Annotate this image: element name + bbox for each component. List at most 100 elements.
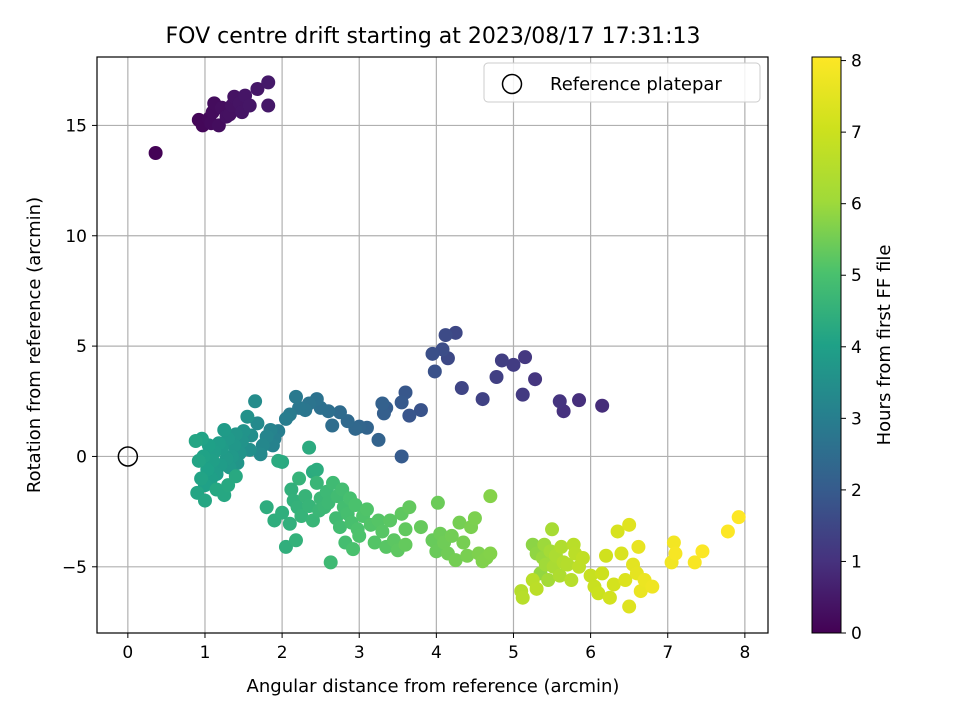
data-point bbox=[191, 453, 206, 468]
data-point bbox=[633, 584, 648, 599]
data-point bbox=[599, 548, 614, 563]
data-point bbox=[560, 557, 575, 572]
colorbar-tick-label: 0 bbox=[851, 624, 862, 644]
data-point bbox=[240, 409, 255, 424]
data-point bbox=[583, 568, 598, 583]
data-point bbox=[398, 537, 413, 552]
data-point bbox=[325, 418, 340, 433]
data-point bbox=[602, 590, 617, 605]
data-point bbox=[271, 453, 286, 468]
legend-label: Reference platepar bbox=[550, 74, 722, 95]
data-point bbox=[348, 498, 363, 512]
data-point bbox=[528, 372, 543, 387]
data-point bbox=[666, 535, 681, 550]
data-point bbox=[541, 573, 556, 588]
colorbar-tick-label: 4 bbox=[851, 338, 862, 358]
data-point bbox=[425, 346, 440, 361]
data-point bbox=[483, 546, 498, 561]
data-point bbox=[430, 495, 445, 510]
data-point bbox=[448, 553, 463, 568]
data-point bbox=[610, 524, 625, 539]
data-point bbox=[371, 432, 386, 447]
data-point bbox=[618, 573, 633, 588]
data-point bbox=[288, 389, 303, 404]
data-point bbox=[552, 394, 567, 409]
x-axis-label: Angular distance from reference (arcmin) bbox=[247, 676, 620, 697]
x-tick-label: 1 bbox=[200, 643, 211, 663]
data-point bbox=[323, 555, 338, 570]
data-point bbox=[687, 555, 702, 570]
data-point bbox=[572, 393, 587, 408]
colorbar-tick-label: 8 bbox=[851, 52, 862, 72]
data-point bbox=[346, 542, 361, 557]
data-point bbox=[731, 510, 746, 525]
colorbar-label: Hours from first FF file bbox=[874, 245, 895, 446]
data-point bbox=[278, 539, 293, 554]
colorbar-ticks: 0 1 2 3 4 5 6 7 8 bbox=[841, 52, 862, 644]
data-point bbox=[622, 517, 637, 532]
data-point bbox=[248, 394, 263, 409]
data-point bbox=[332, 520, 347, 535]
data-point bbox=[518, 350, 533, 365]
x-tick-label: 5 bbox=[508, 643, 519, 663]
data-point bbox=[515, 387, 530, 402]
colorbar-tick-label: 7 bbox=[851, 123, 862, 143]
data-point bbox=[475, 392, 490, 407]
data-point bbox=[489, 370, 504, 384]
plot-frame bbox=[96, 56, 769, 634]
data-point bbox=[375, 524, 390, 539]
y-axis-label: Rotation from reference (arcmin) bbox=[24, 197, 45, 493]
data-point bbox=[194, 471, 209, 486]
data-point bbox=[375, 396, 390, 411]
data-point bbox=[261, 98, 276, 113]
data-point bbox=[398, 522, 413, 537]
data-point bbox=[595, 566, 610, 581]
data-point bbox=[242, 98, 257, 113]
x-tick-label: 6 bbox=[585, 643, 596, 663]
colorbar-tick-label: 1 bbox=[851, 552, 862, 572]
colorbar-tick-label: 5 bbox=[851, 266, 862, 286]
data-point bbox=[228, 469, 243, 484]
data-points bbox=[148, 75, 746, 614]
data-point bbox=[394, 449, 409, 464]
data-point bbox=[253, 447, 268, 462]
x-axis-ticks: 0 1 2 3 4 5 6 7 8 bbox=[122, 633, 750, 663]
legend: Reference platepar bbox=[483, 62, 761, 103]
data-point bbox=[506, 357, 521, 372]
data-point bbox=[294, 509, 309, 524]
x-tick-label: 2 bbox=[277, 643, 288, 663]
colorbar: 0 1 2 3 4 5 6 7 8 Hours from first FF file bbox=[811, 52, 895, 644]
data-point bbox=[394, 395, 409, 410]
data-point bbox=[452, 515, 467, 530]
reference-marker bbox=[117, 446, 139, 467]
data-point bbox=[529, 581, 544, 596]
data-point bbox=[591, 586, 606, 601]
data-point bbox=[332, 405, 347, 420]
data-point bbox=[454, 381, 469, 396]
data-point bbox=[217, 422, 232, 437]
colorbar-tick-label: 6 bbox=[851, 195, 862, 215]
data-point bbox=[259, 500, 274, 515]
data-point bbox=[302, 440, 317, 455]
data-point bbox=[261, 75, 276, 90]
data-point bbox=[284, 482, 299, 497]
data-point bbox=[444, 528, 459, 543]
x-tick-label: 3 bbox=[354, 643, 365, 663]
data-point bbox=[427, 364, 442, 379]
data-point bbox=[309, 475, 324, 490]
data-point bbox=[467, 511, 482, 526]
data-point bbox=[631, 539, 646, 554]
colorbar-gradient bbox=[811, 56, 842, 634]
data-point bbox=[352, 528, 367, 543]
chart-title: FOV centre drift starting at 2023/08/17 … bbox=[166, 24, 701, 49]
data-point bbox=[552, 568, 567, 583]
data-point bbox=[494, 353, 509, 368]
data-point bbox=[359, 502, 374, 517]
data-point bbox=[515, 590, 530, 605]
x-tick-label: 0 bbox=[122, 643, 133, 663]
data-point bbox=[413, 403, 428, 418]
legend-open-circle-icon bbox=[501, 73, 523, 95]
x-tick-label: 4 bbox=[431, 643, 442, 663]
data-point bbox=[460, 548, 475, 563]
